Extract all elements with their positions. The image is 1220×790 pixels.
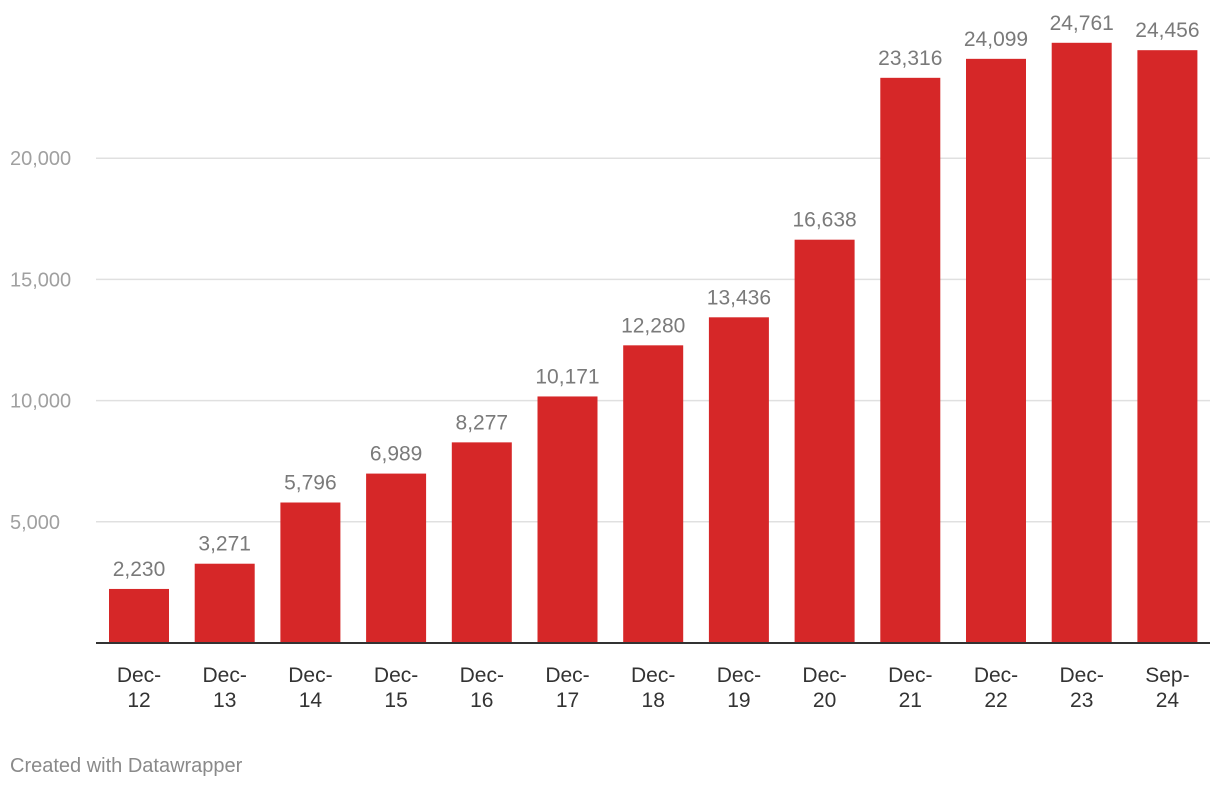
bar[interactable] [280, 502, 341, 643]
x-tick-label: Dec- [117, 664, 161, 687]
value-label: 24,761 [1050, 12, 1114, 35]
value-label: 6,989 [370, 443, 423, 466]
x-tick-label: 20 [813, 689, 836, 712]
y-tick-label: 5,000 [10, 512, 60, 534]
credit-text[interactable]: Created with Datawrapper [10, 755, 243, 777]
x-tick-label: 24 [1156, 689, 1180, 712]
bar[interactable] [708, 317, 769, 643]
value-label: 23,316 [878, 47, 942, 70]
value-label: 13,436 [707, 286, 771, 309]
value-label: 16,638 [792, 209, 856, 232]
bar[interactable] [451, 442, 512, 643]
x-tick-label: 16 [470, 689, 493, 712]
y-tick-label: 15,000 [10, 269, 71, 291]
x-tick-label: 23 [1070, 689, 1093, 712]
x-tick-label: Dec- [888, 664, 932, 687]
x-tick-label: Dec- [545, 664, 589, 687]
y-tick-label: 20,000 [10, 148, 71, 170]
x-tick-label: Dec- [288, 664, 332, 687]
bar[interactable] [794, 239, 855, 643]
x-tick-label: 12 [127, 689, 150, 712]
x-tick-label: 13 [213, 689, 236, 712]
value-label: 5,796 [284, 472, 337, 495]
x-tick-label: Dec- [631, 664, 675, 687]
bar[interactable] [880, 77, 941, 643]
x-tick-label: Dec- [203, 664, 247, 687]
x-tick-label: 18 [642, 689, 665, 712]
x-tick-label: Dec- [717, 664, 761, 687]
x-tick-label: 19 [727, 689, 750, 712]
x-tick-label: 21 [899, 689, 922, 712]
y-tick-label: 10,000 [10, 391, 71, 413]
value-label: 24,099 [964, 28, 1028, 51]
value-label: 24,456 [1135, 19, 1199, 42]
bar[interactable] [194, 563, 255, 643]
x-tick-label: Dec- [460, 664, 504, 687]
x-tick-label: 15 [384, 689, 407, 712]
x-tick-label: Dec- [802, 664, 846, 687]
x-tick-label: Dec- [374, 664, 418, 687]
bar[interactable] [1051, 42, 1112, 644]
x-tick-label: 14 [299, 689, 323, 712]
value-label: 12,280 [621, 314, 685, 337]
bar[interactable] [623, 345, 684, 643]
value-label: 3,271 [198, 533, 251, 556]
bar[interactable] [366, 473, 427, 643]
bar[interactable] [109, 588, 169, 643]
value-label: 2,230 [113, 558, 166, 581]
x-tick-label: Sep- [1145, 664, 1189, 687]
x-tick-label: Dec- [974, 664, 1018, 687]
bar[interactable] [1137, 50, 1198, 643]
value-label: 10,171 [535, 365, 599, 388]
value-label: 8,277 [456, 411, 509, 434]
bar[interactable] [537, 396, 598, 643]
x-tick-label: 22 [984, 689, 1007, 712]
bar[interactable] [966, 58, 1026, 644]
x-tick-label: 17 [556, 689, 579, 712]
x-tick-label: Dec- [1060, 664, 1104, 687]
